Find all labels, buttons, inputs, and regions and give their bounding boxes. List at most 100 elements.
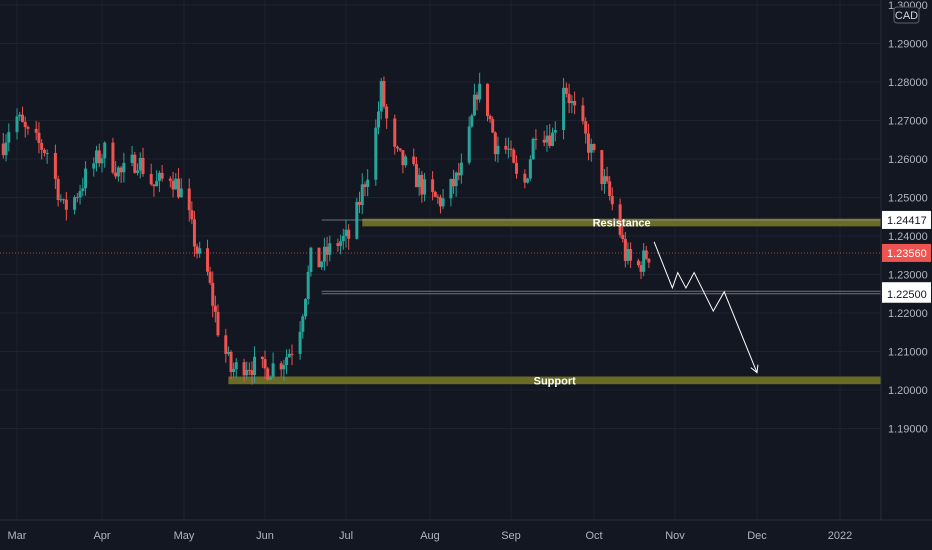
candle-body <box>122 162 126 173</box>
x-tick-label: Apr <box>93 530 110 542</box>
candle-body <box>449 178 453 199</box>
candle-body <box>414 164 418 188</box>
candle-body <box>4 142 8 156</box>
candle-body <box>229 351 233 372</box>
candle-body <box>379 81 383 112</box>
candle-body <box>420 174 424 195</box>
candle-body <box>97 150 101 164</box>
candle-body <box>174 178 178 190</box>
candle-body <box>366 179 370 187</box>
candles <box>1 72 651 385</box>
candle-body <box>141 157 145 175</box>
x-tick-label: May <box>174 530 195 542</box>
price-badge-label: 1.23560 <box>887 248 927 260</box>
candle-body <box>433 191 437 197</box>
candle-body <box>103 142 107 159</box>
candle-body <box>548 135 552 146</box>
candle-body <box>341 236 345 242</box>
candle-body <box>168 178 172 181</box>
x-tick-label: Jun <box>256 530 274 542</box>
candle-body <box>404 156 408 166</box>
candle-body <box>7 132 11 143</box>
candle-body <box>472 94 476 116</box>
candle-body <box>114 172 118 177</box>
candle-body <box>34 128 38 133</box>
y-tick-label: 1.26000 <box>888 154 928 166</box>
candle-body <box>247 369 251 371</box>
projection-line <box>653 241 758 373</box>
price-scale[interactable]: 1.300001.290001.280001.270001.260001.250… <box>888 0 928 436</box>
price-badge <box>882 210 931 229</box>
candle-body <box>438 197 442 207</box>
currency-badge-label: CAD <box>895 10 918 22</box>
candle-body <box>564 87 568 94</box>
candle-body <box>73 197 77 210</box>
candle-body <box>216 311 220 336</box>
candle-body <box>363 184 367 187</box>
candle-body <box>152 184 156 187</box>
y-tick-label: 1.19000 <box>888 424 928 436</box>
candle-body <box>586 133 590 153</box>
candle-body <box>15 116 19 133</box>
candle-body <box>317 247 321 268</box>
candle-body <box>245 369 249 376</box>
candle-body <box>491 119 495 133</box>
currency-badge[interactable]: CAD <box>893 6 920 24</box>
reference-lines <box>0 219 881 295</box>
candle-body <box>647 258 651 263</box>
candle-body <box>138 157 142 171</box>
candle-body <box>298 331 302 354</box>
candle-body <box>155 180 159 187</box>
candle-body <box>116 167 120 177</box>
y-tick-label: 1.21000 <box>888 347 928 359</box>
candle-body <box>160 172 164 179</box>
y-tick-label: 1.28000 <box>888 77 928 89</box>
candle-body <box>53 152 57 179</box>
candle-body <box>211 282 215 306</box>
candle-body <box>417 174 421 188</box>
candle-body <box>454 172 458 187</box>
candle-body <box>75 197 79 199</box>
candle-body <box>287 353 291 358</box>
candle-body <box>528 159 532 179</box>
candle-body <box>59 199 63 201</box>
candle-body <box>401 150 405 166</box>
time-scale[interactable]: Mar Apr May Jun Jul Aug Sep Oct Nov Dec 2022 <box>8 530 853 542</box>
candle-body <box>485 83 489 116</box>
candle-body <box>506 148 510 150</box>
candle-body <box>192 219 196 247</box>
candle-body <box>23 121 27 128</box>
candle-body <box>266 368 270 380</box>
candle-body <box>621 234 625 240</box>
candle-body <box>171 180 175 190</box>
grid <box>0 0 881 520</box>
candle-body <box>374 127 378 180</box>
candle-body <box>636 260 640 266</box>
y-tick-label: 1.24000 <box>888 231 928 243</box>
projection-path <box>653 241 759 374</box>
candle-body <box>515 162 519 174</box>
candle-body <box>618 204 622 235</box>
y-tick-label: 1.27000 <box>888 116 928 128</box>
candle-body <box>360 184 364 205</box>
candle-body <box>195 246 199 254</box>
x-tick-label: Mar <box>8 530 27 542</box>
candle-body <box>45 152 49 154</box>
candle-body <box>377 111 381 128</box>
candle-body <box>290 353 294 355</box>
candle-body <box>602 176 606 185</box>
candle-body <box>100 158 104 164</box>
candle-body <box>157 172 161 181</box>
candle-body <box>325 246 329 255</box>
candle-body <box>190 210 194 220</box>
candle-body <box>84 168 88 189</box>
candle-body <box>542 139 546 143</box>
candle-body <box>208 271 212 283</box>
candle-body <box>213 305 217 312</box>
candle-body <box>179 188 183 198</box>
candle-body <box>304 299 307 317</box>
candle-body <box>553 129 557 133</box>
candle-body <box>263 359 267 369</box>
candle-body <box>78 191 82 198</box>
